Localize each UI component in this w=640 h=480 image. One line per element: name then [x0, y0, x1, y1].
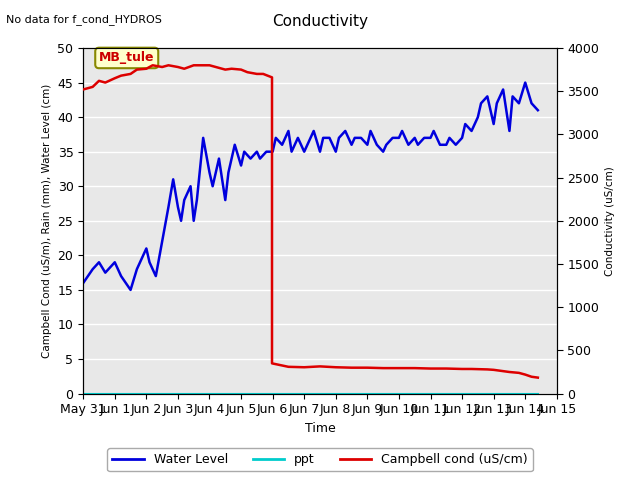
Text: MB_tule: MB_tule	[99, 51, 154, 64]
X-axis label: Time: Time	[305, 422, 335, 435]
Legend: Water Level, ppt, Campbell cond (uS/cm): Water Level, ppt, Campbell cond (uS/cm)	[108, 448, 532, 471]
Y-axis label: Campbell Cond (uS/m), Rain (mm), Water Level (cm): Campbell Cond (uS/m), Rain (mm), Water L…	[42, 84, 52, 358]
Text: Conductivity: Conductivity	[272, 14, 368, 29]
Text: No data for f_cond_HYDROS: No data for f_cond_HYDROS	[6, 14, 163, 25]
Y-axis label: Conductivity (uS/cm): Conductivity (uS/cm)	[605, 166, 614, 276]
